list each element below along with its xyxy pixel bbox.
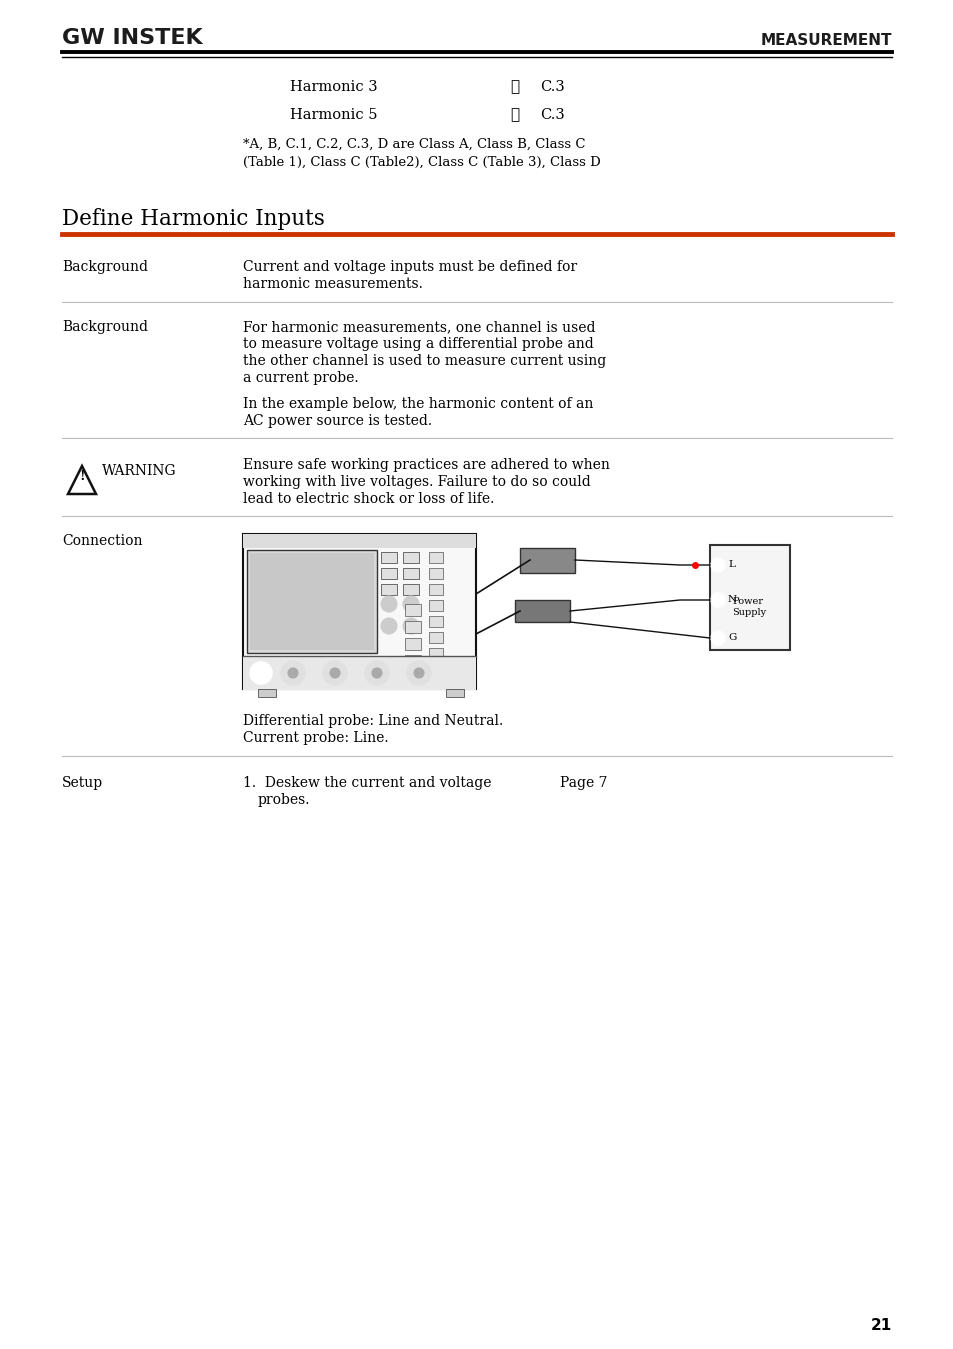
Text: G: G	[727, 633, 736, 642]
Circle shape	[372, 668, 381, 679]
Bar	[380, 584, 396, 595]
Text: Harmonic 5: Harmonic 5	[290, 108, 377, 121]
Bar	[380, 568, 396, 579]
Bar	[429, 664, 442, 674]
Text: Supply: Supply	[731, 608, 765, 616]
Text: probes.: probes.	[257, 793, 310, 807]
Bar	[429, 584, 442, 595]
Text: C.3: C.3	[539, 108, 564, 121]
Text: the other channel is used to measure current using: the other channel is used to measure cur…	[243, 353, 605, 368]
Bar	[429, 648, 442, 660]
Circle shape	[288, 668, 297, 679]
Text: GW INSTEK: GW INSTEK	[62, 28, 202, 49]
Text: 1.  Deskew the current and voltage: 1. Deskew the current and voltage	[243, 776, 491, 791]
Bar	[519, 548, 575, 573]
Bar	[247, 550, 376, 653]
Bar	[402, 552, 418, 563]
Text: ✓: ✓	[510, 80, 518, 94]
Text: For harmonic measurements, one channel is used: For harmonic measurements, one channel i…	[243, 320, 595, 335]
Bar	[429, 600, 442, 611]
Text: Harmonic 3: Harmonic 3	[290, 80, 377, 94]
Text: harmonic measurements.: harmonic measurements.	[243, 277, 422, 291]
Bar	[257, 689, 275, 697]
Text: Current probe: Line.: Current probe: Line.	[243, 731, 388, 745]
Text: MEASUREMENT: MEASUREMENT	[760, 32, 891, 49]
Text: Differential probe: Line and Neutral.: Differential probe: Line and Neutral.	[243, 714, 503, 728]
Bar	[402, 568, 418, 579]
Text: 21: 21	[870, 1318, 891, 1333]
Circle shape	[380, 596, 396, 612]
Circle shape	[710, 594, 724, 607]
Circle shape	[402, 596, 418, 612]
Bar	[429, 552, 442, 563]
Text: Background: Background	[62, 260, 148, 274]
Bar	[405, 656, 420, 666]
Bar	[380, 552, 396, 563]
Bar	[446, 689, 463, 697]
Circle shape	[380, 618, 396, 634]
Text: Power: Power	[731, 598, 762, 606]
Text: L: L	[727, 560, 734, 569]
Circle shape	[710, 558, 724, 572]
Text: ✓: ✓	[510, 108, 518, 121]
Text: Connection: Connection	[62, 534, 142, 548]
Text: lead to electric shock or loss of life.: lead to electric shock or loss of life.	[243, 492, 494, 506]
Circle shape	[407, 661, 431, 685]
Text: AC power source is tested.: AC power source is tested.	[243, 414, 432, 428]
Text: Define Harmonic Inputs: Define Harmonic Inputs	[62, 208, 325, 229]
Text: WARNING: WARNING	[102, 464, 176, 478]
Text: C.3: C.3	[539, 80, 564, 94]
Text: Current and voltage inputs must be defined for: Current and voltage inputs must be defin…	[243, 260, 577, 274]
Bar	[405, 621, 420, 633]
Bar	[250, 553, 374, 650]
Bar	[405, 638, 420, 650]
Bar	[429, 616, 442, 627]
Bar	[709, 545, 789, 650]
Bar	[515, 600, 569, 622]
Bar	[243, 534, 476, 689]
Text: a current probe.: a current probe.	[243, 371, 358, 384]
Bar	[243, 656, 476, 689]
Bar	[405, 604, 420, 616]
Text: (Table 1), Class C (Table2), Class C (Table 3), Class D: (Table 1), Class C (Table2), Class C (Ta…	[243, 156, 600, 169]
Circle shape	[323, 661, 347, 685]
Text: Setup: Setup	[62, 776, 103, 791]
Bar	[402, 584, 418, 595]
Text: In the example below, the harmonic content of an: In the example below, the harmonic conte…	[243, 397, 593, 411]
Bar	[243, 534, 476, 548]
Text: !: !	[79, 469, 85, 483]
Text: to measure voltage using a differential probe and: to measure voltage using a differential …	[243, 337, 593, 351]
Text: working with live voltages. Failure to do so could: working with live voltages. Failure to d…	[243, 475, 590, 488]
Bar	[429, 568, 442, 579]
Text: Page 7: Page 7	[559, 776, 607, 791]
Circle shape	[330, 668, 339, 679]
Text: *A, B, C.1, C.2, C.3, D are Class A, Class B, Class C: *A, B, C.1, C.2, C.3, D are Class A, Cla…	[243, 138, 585, 151]
Circle shape	[710, 631, 724, 645]
Circle shape	[414, 668, 423, 679]
Text: Ensure safe working practices are adhered to when: Ensure safe working practices are adhere…	[243, 459, 609, 472]
Text: N: N	[727, 595, 737, 604]
Circle shape	[250, 662, 272, 684]
Text: Background: Background	[62, 320, 148, 335]
Circle shape	[281, 661, 305, 685]
Bar	[429, 631, 442, 643]
Circle shape	[402, 618, 418, 634]
Circle shape	[365, 661, 389, 685]
